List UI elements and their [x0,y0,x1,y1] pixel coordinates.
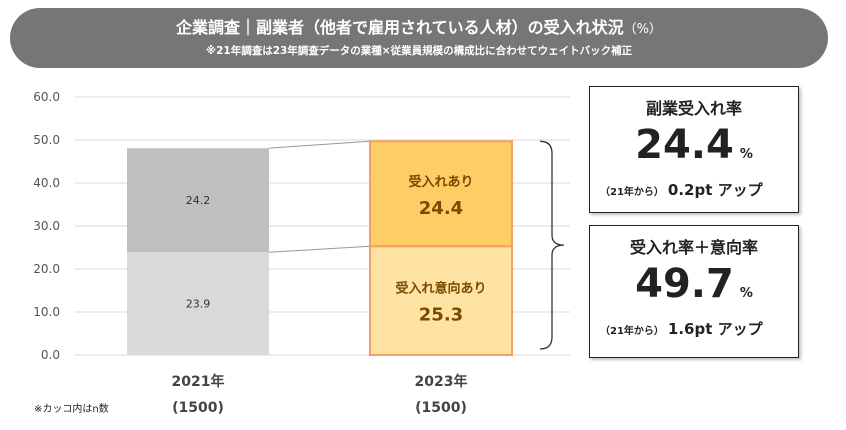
y-tick-label: 30.0 [33,219,60,233]
stat-box-unit: % [739,147,753,162]
x-category-count: (1500) [172,400,224,416]
stat-box-value-row: 49.7% [590,262,798,316]
stat-box-value: 49.7 [635,261,734,307]
stat-box-since: （21年から） [600,326,664,337]
x-category-label: 2021年 [172,373,225,390]
sample-size-note: ※カッコ内はn数 [34,404,109,415]
y-tick-label: 0.0 [41,348,60,362]
chart-title-unit: （%） [623,22,662,37]
stat-box-accept-intent-rate: 受入れ率＋意向率 49.7% （21年から） 1.6pt アップ [589,225,799,358]
connector-line [268,140,371,149]
data-label: 25.3 [419,305,463,326]
stat-box-since: （21年から） [600,187,664,198]
y-tick-label: 60.0 [33,90,60,104]
chart-header: 企業調査｜副業者（他者で雇用されている人材）の受入れ状況（%） ※21年調査は2… [10,8,828,68]
x-category-count: (1500) [415,400,467,416]
stat-box-accept-rate: 副業受入れ率 24.4% （21年から） 0.2pt アップ [589,86,799,213]
chart-title: 企業調査｜副業者（他者で雇用されている人材）の受入れ状況（%） [10,18,828,40]
bar-segment [127,252,269,355]
y-tick-label: 50.0 [33,133,60,147]
segment-label: 受入れあり [408,174,473,190]
stat-box-label: 副業受入れ率 [645,99,742,118]
connector-line [268,245,371,253]
stat-box-unit: % [739,286,753,301]
bar-segment [369,245,513,357]
y-tick-label: 10.0 [33,305,60,319]
data-label: 23.9 [186,298,211,311]
bar-segment [127,148,269,253]
curly-brace [539,140,565,350]
stat-box-delta: 1.6pt アップ [667,320,763,338]
y-tick-label: 40.0 [33,176,60,190]
stat-box-value-row: 24.4% [590,123,798,177]
x-category-label: 2023年 [415,373,468,390]
stat-box-value: 24.4 [635,122,734,168]
stat-box-label: 受入れ率＋意向率 [629,238,758,257]
chart-title-text: 企業調査｜副業者（他者で雇用されている人材）の受入れ状況 [176,18,624,37]
data-label: 24.4 [419,198,463,219]
bar-segment [369,140,513,248]
data-label: 24.2 [186,194,211,207]
stat-box-delta-row: （21年から） 0.2pt アップ [590,179,798,200]
segment-label: 受入れ意向あり [395,281,486,297]
stat-box-delta-row: （21年から） 1.6pt アップ [590,318,798,339]
chart-subtitle: ※21年調査は23年調査データの業種×従業員規模の構成比に合わせてウェイトバック… [205,45,633,57]
stat-box-delta: 0.2pt アップ [667,181,763,199]
y-tick-label: 20.0 [33,262,60,276]
